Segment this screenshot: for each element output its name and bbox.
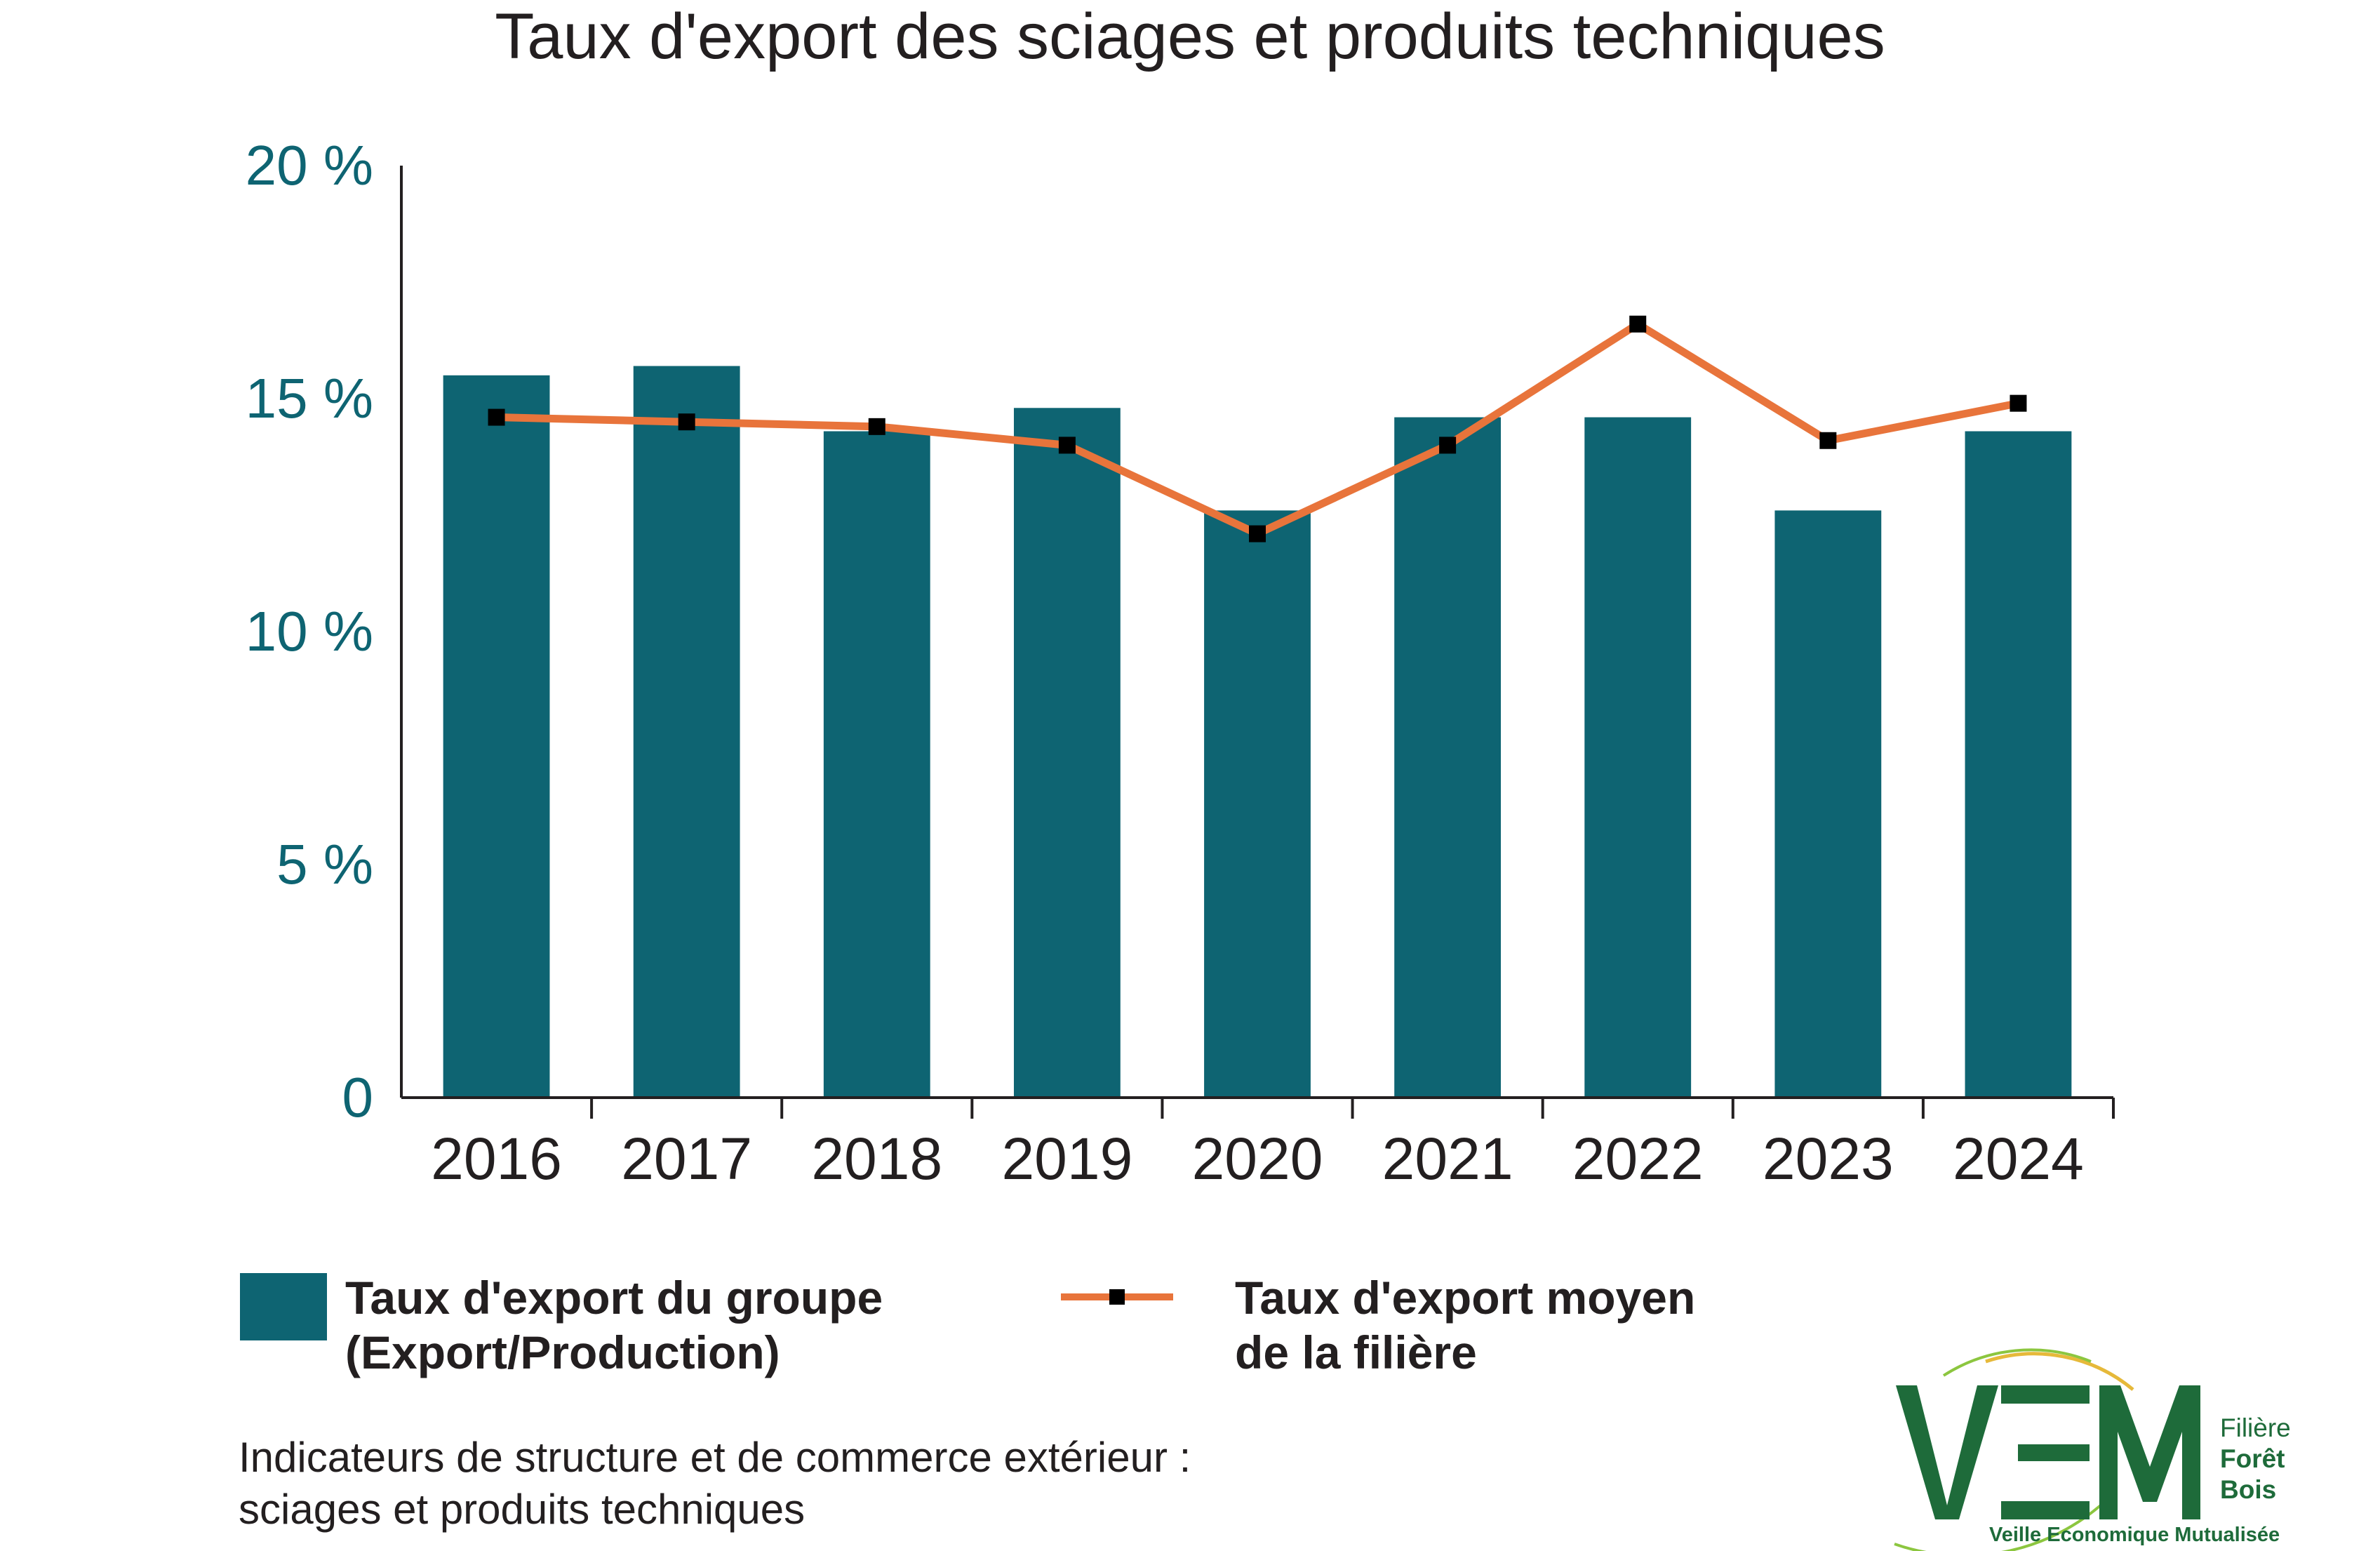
x-tick-label-2017: 2017 [621,1126,752,1192]
x-tick-label-2021: 2021 [1382,1126,1513,1192]
legend-line-label-1: Taux d'export moyen [1235,1272,1696,1324]
legend-line-swatch [1061,1289,1173,1305]
logo-arc-yellow [1985,1352,2134,1391]
line-point-2022 [1629,315,1647,333]
line-point-2019 [1058,437,1076,454]
y-tick-label-15: 15 % [246,367,373,430]
legend-bar-label-2: (Export/Production) [345,1326,780,1378]
line-point-2021 [1439,437,1457,454]
logo-letter-m [2099,1385,2200,1519]
bar-2021 [1394,417,1502,1098]
logo-arc-green-top [1942,1348,2092,1377]
y-tick-label-5: 5 % [276,833,373,896]
x-tick-label-2020: 2020 [1192,1126,1323,1192]
logo-side-1: Filière [2220,1413,2291,1442]
logo-letter-e-mid [2018,1444,2090,1461]
chart-title: Taux d'export des sciages et produits te… [495,1,1885,72]
bar-2020 [1204,510,1311,1098]
logo-letter-e-bottom [2001,1501,2090,1519]
y-tick-label-10: 10 % [246,600,373,663]
legend-bar-label-1: Taux d'export du groupe [345,1272,883,1324]
logo-side-3: Bois [2220,1475,2277,1504]
logo-letter-v [1896,1385,1998,1519]
bar-2022 [1584,417,1692,1098]
x-tick-label-2024: 2024 [1953,1126,2084,1192]
footer-caption: Indicateurs de structure et de commerce … [239,1432,1191,1536]
legend-bar-swatch [240,1273,327,1340]
legend-line-label-2: de la filière [1235,1326,1477,1378]
y-tick-label-0: 0 [342,1066,374,1129]
line-point-2020 [1249,525,1266,542]
bar-2024 [1965,431,2072,1098]
logo-letter-e-top [2001,1385,2090,1404]
bar-2019 [1013,408,1121,1098]
bar-2016 [443,375,550,1098]
footer-line-2: sciages et produits techniques [239,1486,805,1533]
x-tick-label-2019: 2019 [1001,1126,1132,1192]
bar-2017 [633,366,740,1098]
y-tick-label-20: 20 % [246,134,373,197]
bar-2023 [1774,510,1882,1098]
logo-side-text: Filière Forêt Bois [2220,1413,2291,1505]
legend-bar-entry: Taux d'export du groupe (Export/Producti… [345,1270,883,1380]
x-tick-label-2022: 2022 [1572,1126,1704,1192]
line-point-2016 [488,408,505,426]
legend-line-marker [1109,1289,1125,1305]
footer-line-1: Indicateurs de structure et de commerce … [239,1434,1191,1481]
logo-side-2: Forêt [2220,1444,2285,1473]
line-point-2023 [1819,432,1837,449]
bar-2018 [823,431,930,1098]
x-tick-label-2023: 2023 [1763,1126,1894,1192]
legend-line-entry: Taux d'export moyen de la filière [1235,1270,1695,1380]
x-tick-label-2018: 2018 [811,1126,942,1192]
line-point-2024 [2010,394,2027,412]
chart-plot: 0 5 % 10 % 15 % 20 % 2016 2017 2018 2019 2020 2021… [246,134,2115,1192]
x-tick-label-2016: 2016 [431,1126,562,1192]
line-point-2018 [868,418,885,435]
line-point-2017 [678,413,695,431]
logo-tagline: Veille Economique Mutualisée [1989,1524,2280,1546]
